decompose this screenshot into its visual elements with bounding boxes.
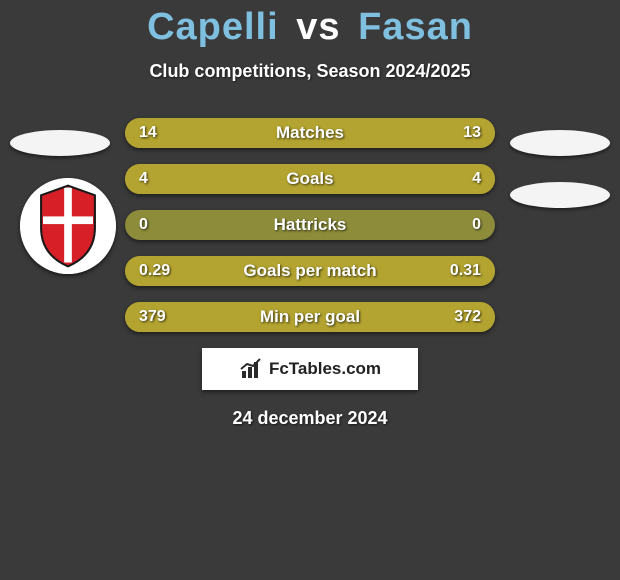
stat-value-right: 0.31 bbox=[450, 256, 481, 286]
player2-name: Fasan bbox=[358, 6, 473, 48]
stat-row-mpg: 379 Min per goal 372 bbox=[125, 302, 495, 332]
player1-name: Capelli bbox=[147, 6, 279, 48]
stat-value-right: 13 bbox=[463, 118, 481, 148]
stat-row-matches: 14 Matches 13 bbox=[125, 118, 495, 148]
fctables-promo: FcTables.com bbox=[202, 348, 418, 390]
stat-value-right: 4 bbox=[472, 164, 481, 194]
stat-label: Goals bbox=[125, 164, 495, 194]
stat-label: Matches bbox=[125, 118, 495, 148]
stat-row-goals: 4 Goals 4 bbox=[125, 164, 495, 194]
stat-row-gpm: 0.29 Goals per match 0.31 bbox=[125, 256, 495, 286]
stat-label: Min per goal bbox=[125, 302, 495, 332]
stat-value-right: 0 bbox=[472, 210, 481, 240]
bar-chart-icon bbox=[239, 357, 263, 381]
player1-badge-ellipse bbox=[10, 130, 110, 156]
player2-badge-ellipse-2 bbox=[510, 182, 610, 208]
generation-date: 24 december 2024 bbox=[0, 408, 620, 429]
comparison-title: Capelli vs Fasan bbox=[0, 6, 620, 49]
season-subtitle: Club competitions, Season 2024/2025 bbox=[0, 61, 620, 82]
stat-label: Hattricks bbox=[125, 210, 495, 240]
club-crest-icon bbox=[20, 178, 116, 274]
stat-value-right: 372 bbox=[454, 302, 481, 332]
stat-label: Goals per match bbox=[125, 256, 495, 286]
stat-row-hattricks: 0 Hattricks 0 bbox=[125, 210, 495, 240]
vs-label: vs bbox=[296, 6, 340, 48]
fctables-label: FcTables.com bbox=[269, 359, 381, 379]
player2-badge-ellipse-1 bbox=[510, 130, 610, 156]
